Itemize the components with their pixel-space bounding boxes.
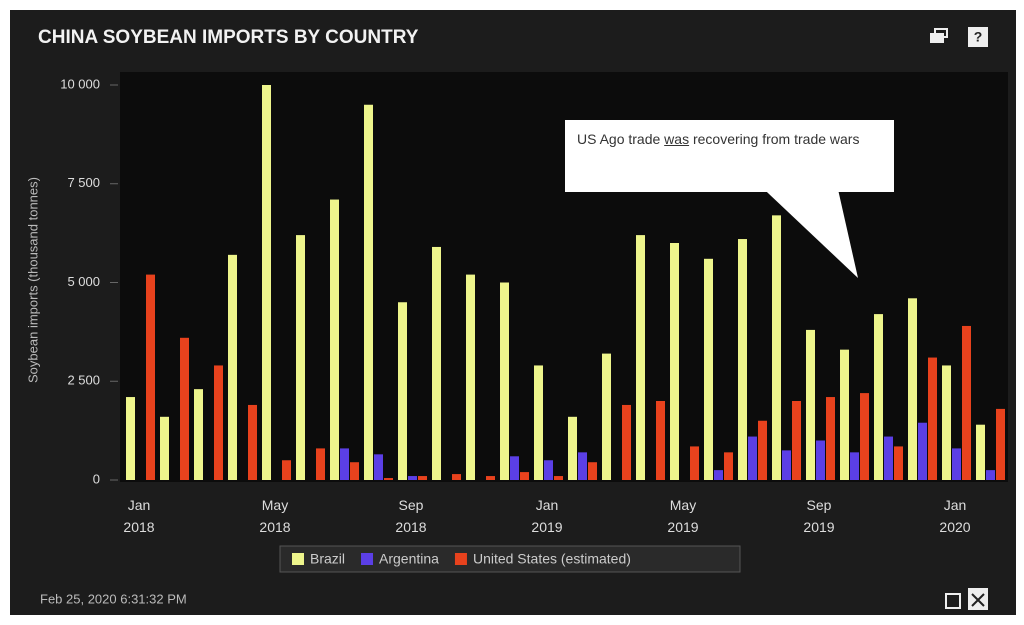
bar: [816, 440, 825, 480]
help-icon[interactable]: ?: [968, 27, 988, 47]
bar: [350, 462, 359, 480]
bar: [554, 476, 563, 480]
bar: [826, 397, 835, 480]
x-tick-label: May 2018: [259, 497, 291, 535]
bar: [160, 416, 169, 480]
svg-text:?: ?: [974, 29, 983, 45]
bar: [996, 408, 1005, 480]
bar: [282, 460, 291, 480]
bar: [578, 452, 587, 480]
bar: [738, 239, 747, 480]
bar: [792, 401, 801, 480]
x-tick-label: Jan 2020: [939, 497, 971, 535]
bar: [918, 422, 927, 480]
bar: [928, 357, 937, 480]
bar: [146, 274, 155, 480]
x-tick-label: May 2019: [667, 497, 699, 535]
bar: [248, 404, 257, 480]
bar: [262, 85, 271, 480]
bar: [850, 452, 859, 480]
bar: [544, 460, 553, 480]
annotation-underlined: was: [664, 131, 690, 147]
chart-title: CHINA SOYBEAN IMPORTS BY COUNTRY: [38, 27, 419, 48]
bar: [486, 476, 495, 480]
bar: [180, 337, 189, 480]
x-tick-label: Jan 2018: [123, 497, 155, 535]
bar: [704, 258, 713, 480]
legend-label: Argentina: [379, 551, 439, 567]
bar: [670, 243, 679, 480]
bar: [340, 448, 349, 480]
annotation: US Ago trade was recovering from trade w…: [565, 120, 894, 192]
legend-label: Brazil: [310, 551, 345, 567]
bar: [126, 397, 135, 480]
bar: [330, 199, 339, 481]
y-axis-label: Soybean imports (thousand tonnes): [25, 177, 40, 383]
bar: [588, 462, 597, 480]
y-tick-label: 2 500: [67, 373, 100, 388]
bar: [364, 104, 373, 480]
bar: [500, 282, 509, 480]
bar: [952, 448, 961, 480]
bar: [296, 235, 305, 480]
bar: [384, 478, 393, 480]
bar: [772, 215, 781, 480]
y-tick-label: 7 500: [67, 175, 100, 190]
annotation-text: US Ago trade: [577, 131, 665, 147]
bar: [942, 365, 951, 480]
bar: [724, 452, 733, 480]
bar: [622, 404, 631, 480]
bar: [782, 450, 791, 480]
bar: [432, 246, 441, 480]
x-tick-label: Sep 2019: [803, 497, 835, 535]
legend-box: [279, 545, 741, 573]
bar: [894, 446, 903, 480]
bar: [806, 329, 815, 480]
bar: [316, 448, 325, 480]
bar: [656, 401, 665, 480]
bar: [510, 456, 519, 480]
bar: [534, 365, 543, 480]
legend-swatch: [454, 553, 467, 565]
bar: [452, 474, 461, 480]
bar: [908, 298, 917, 480]
bar: [636, 235, 645, 480]
bar: [976, 424, 985, 480]
y-tick-label: 0: [93, 471, 100, 486]
bar: [714, 470, 723, 480]
bar: [986, 470, 995, 480]
legend-swatch: [361, 553, 374, 565]
x-tick-label: Sep 2018: [395, 497, 427, 535]
bar: [962, 325, 971, 480]
bar: [214, 365, 223, 480]
bar: [398, 302, 407, 480]
bar: [568, 416, 577, 480]
bar: [758, 420, 767, 480]
annotation-text: recovering from trade wars: [689, 131, 860, 147]
bar: [418, 476, 427, 480]
legend-swatch: [292, 553, 304, 565]
bar: [520, 472, 529, 480]
bar: [602, 353, 611, 480]
bar: [228, 254, 237, 480]
legend-label: United States (estimated): [473, 551, 631, 567]
bar: [874, 314, 883, 480]
callout-tail: [750, 176, 858, 278]
bar: [408, 476, 417, 480]
bar: [840, 349, 849, 480]
popout-icon[interactable]: [930, 28, 948, 43]
timestamp: Feb 25, 2020 6:31:32 PM: [40, 591, 187, 606]
y-tick-label: 5 000: [67, 274, 100, 289]
bar: [860, 393, 869, 480]
bar: [690, 446, 699, 480]
y-tick-label: 10 000: [60, 76, 100, 91]
bar: [374, 454, 383, 480]
x-tick-label: Jan 2019: [531, 497, 563, 535]
bar: [194, 389, 203, 480]
bar: [748, 436, 757, 480]
bar: [884, 436, 893, 480]
export-icon[interactable]: [945, 588, 988, 610]
bar: [466, 274, 475, 480]
